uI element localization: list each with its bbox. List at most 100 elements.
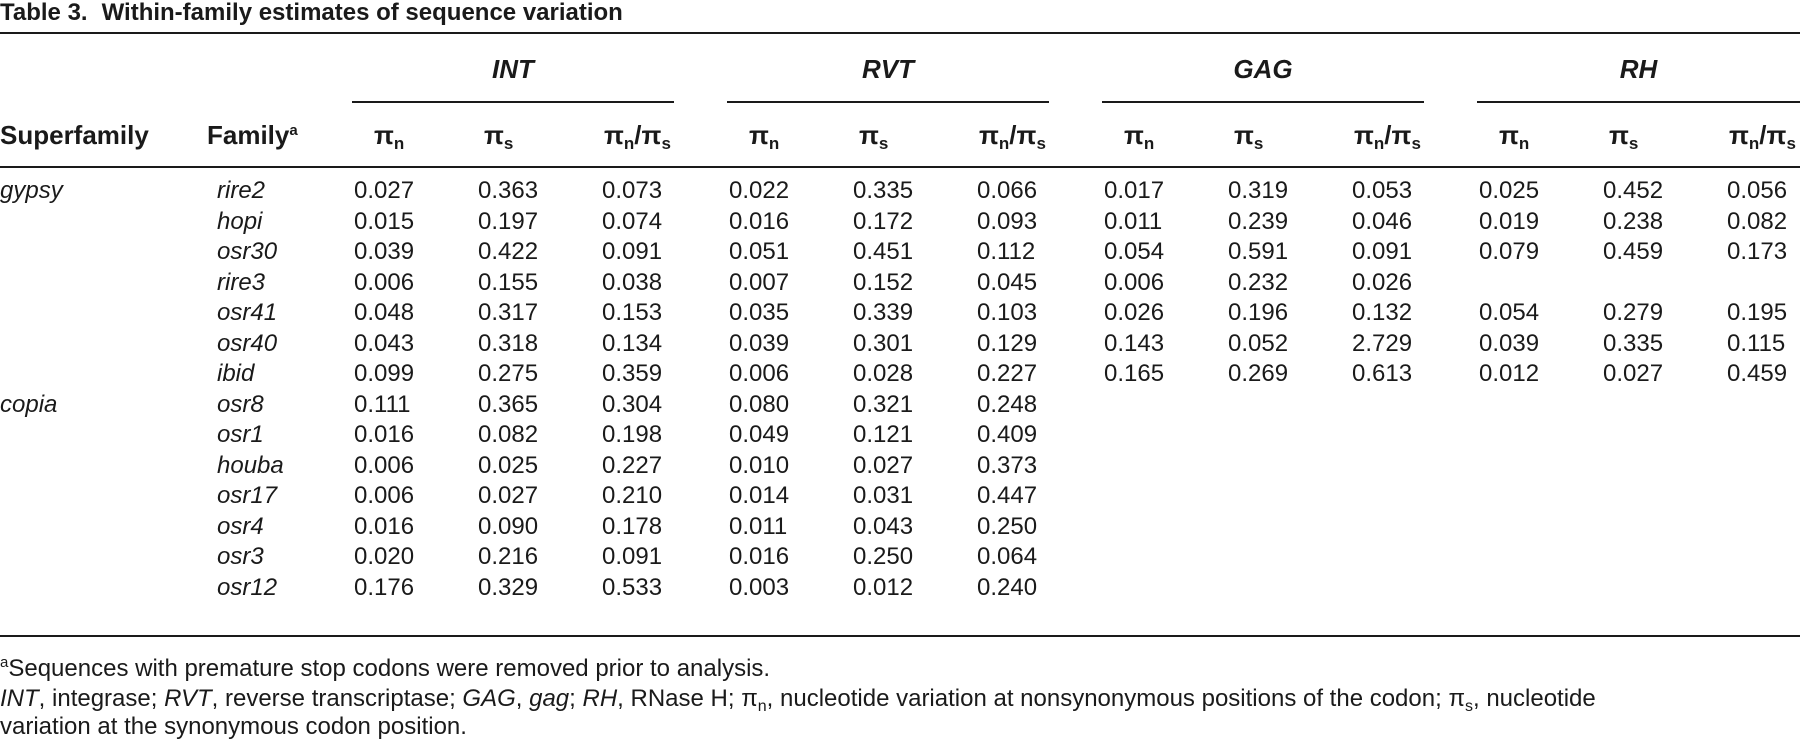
abbr-pi-s-sub: s xyxy=(1465,698,1473,715)
superfamily-cell: gypsy xyxy=(0,177,63,204)
value-cell: 0.196 xyxy=(1228,299,1289,326)
group-rule-gag xyxy=(1102,101,1424,103)
value-cell: 0.275 xyxy=(478,360,539,387)
value-cell: 0.591 xyxy=(1228,238,1289,265)
abbr-gag-italic: gag xyxy=(529,685,570,712)
value-cell: 0.103 xyxy=(977,299,1038,326)
value-cell: 0.010 xyxy=(729,452,790,479)
pi-subscript: s xyxy=(1628,134,1639,153)
value-cell: 0.365 xyxy=(478,391,539,418)
ratio-slash: / xyxy=(634,120,642,150)
value-cell: 0.533 xyxy=(602,574,663,601)
value-cell: 0.007 xyxy=(729,269,790,296)
value-cell: 0.172 xyxy=(853,208,914,235)
family-cell: rire3 xyxy=(217,269,266,296)
value-cell: 0.216 xyxy=(478,543,539,570)
value-cell: 0.409 xyxy=(977,421,1038,448)
subheader-gag-pi-n: πn xyxy=(1124,120,1154,154)
abbr-pi-n-sub: n xyxy=(757,698,767,715)
value-cell: 0.239 xyxy=(1228,208,1289,235)
value-cell: 0.329 xyxy=(478,574,539,601)
bottom-rule xyxy=(0,635,1800,637)
abbreviations-line-2: variation at the synonymous codon positi… xyxy=(0,713,467,740)
value-cell: 0.045 xyxy=(977,269,1038,296)
pi-symbol: π xyxy=(1124,120,1144,150)
group-header-int: INT xyxy=(492,54,534,84)
value-cell: 0.335 xyxy=(1603,330,1664,357)
value-cell: 0.079 xyxy=(1479,238,1540,265)
value-cell: 0.027 xyxy=(853,452,914,479)
pi-subscript: n xyxy=(998,134,1010,153)
family-cell: ibid xyxy=(217,360,255,387)
header-superfamily: Superfamily xyxy=(0,120,149,150)
value-cell: 0.195 xyxy=(1727,299,1788,326)
subheader-rvt-pi-ratio: πn/πs xyxy=(979,120,1046,154)
value-cell: 0.003 xyxy=(729,574,790,601)
value-cell: 0.198 xyxy=(602,421,663,448)
value-cell: 0.248 xyxy=(977,391,1038,418)
superfamily-cell: copia xyxy=(0,391,58,418)
abbr-pi-s: π xyxy=(1448,685,1465,712)
group-header-rvt: RVT xyxy=(862,54,914,84)
pi-symbol: π xyxy=(484,120,504,150)
value-cell: 0.031 xyxy=(853,482,914,509)
table-caption: Table 3. Within-family estimates of seque… xyxy=(0,0,623,30)
value-cell: 0.053 xyxy=(1352,177,1413,204)
value-cell: 0.016 xyxy=(354,513,415,540)
pi-symbol: π xyxy=(1766,120,1787,150)
value-cell: 0.026 xyxy=(1104,299,1165,326)
pi-symbol: π xyxy=(1729,120,1749,150)
family-cell: osr12 xyxy=(217,574,278,601)
pi-subscript: s xyxy=(1036,134,1046,153)
value-cell: 0.451 xyxy=(853,238,914,265)
value-cell: 0.074 xyxy=(602,208,663,235)
value-cell: 0.111 xyxy=(354,391,411,418)
value-cell: 0.054 xyxy=(1479,299,1540,326)
value-cell: 0.227 xyxy=(602,452,663,479)
header-family: Familya xyxy=(207,120,298,150)
value-cell: 0.026 xyxy=(1352,269,1413,296)
family-cell: osr1 xyxy=(217,421,264,448)
value-cell: 0.025 xyxy=(1479,177,1540,204)
pi-symbol: π xyxy=(1609,120,1629,150)
pi-subscript: n xyxy=(1143,134,1155,153)
value-cell: 0.173 xyxy=(1727,238,1788,265)
value-cell: 0.066 xyxy=(977,177,1038,204)
abbr-gag-sep: , xyxy=(515,685,530,712)
pi-subscript: s xyxy=(1411,134,1421,153)
abbr-rvt-def: , reverse transcriptase; xyxy=(211,685,463,712)
pi-subscript: s xyxy=(1253,134,1264,153)
abbr-pi-n-def: , nucleotide variation at nonsynonymous … xyxy=(766,685,1449,712)
value-cell: 0.321 xyxy=(853,391,914,418)
value-cell: 0.014 xyxy=(729,482,790,509)
value-cell: 0.238 xyxy=(1603,208,1664,235)
group-rule-int xyxy=(352,101,674,103)
value-cell: 0.016 xyxy=(729,543,790,570)
abbr-int: INT xyxy=(0,685,39,712)
value-cell: 0.080 xyxy=(729,391,790,418)
value-cell: 0.363 xyxy=(478,177,539,204)
group-rule-rvt xyxy=(727,101,1049,103)
subheader-rvt-pi-s: πs xyxy=(859,120,888,154)
pi-symbol: π xyxy=(1354,120,1374,150)
pi-symbol: π xyxy=(1391,120,1412,150)
ratio-slash: / xyxy=(1384,120,1392,150)
family-cell: osr40 xyxy=(217,330,278,357)
value-cell: 0.240 xyxy=(977,574,1038,601)
value-cell: 0.304 xyxy=(602,391,663,418)
value-cell: 0.039 xyxy=(354,238,415,265)
ratio-slash: / xyxy=(1759,120,1767,150)
pi-subscript: s xyxy=(1786,134,1796,153)
subheader-gag-pi-ratio: πn/πs xyxy=(1354,120,1421,154)
value-cell: 0.027 xyxy=(1603,360,1664,387)
pi-subscript: n xyxy=(768,134,780,153)
value-cell: 0.121 xyxy=(853,421,914,448)
pi-subscript: n xyxy=(1373,134,1385,153)
abbr-rvt: RVT xyxy=(164,685,212,712)
value-cell: 0.613 xyxy=(1352,360,1413,387)
value-cell: 0.091 xyxy=(1352,238,1413,265)
value-cell: 2.729 xyxy=(1352,330,1413,357)
value-cell: 0.039 xyxy=(1479,330,1540,357)
value-cell: 0.035 xyxy=(729,299,790,326)
value-cell: 0.022 xyxy=(729,177,790,204)
